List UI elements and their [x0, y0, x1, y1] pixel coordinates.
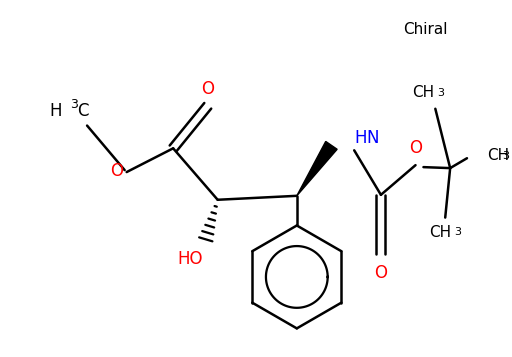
Text: CH: CH [487, 148, 509, 163]
Text: CH: CH [412, 85, 435, 100]
Text: O: O [374, 264, 388, 282]
Text: H: H [50, 102, 62, 120]
Text: 3: 3 [70, 98, 78, 111]
Text: 3: 3 [454, 227, 461, 237]
Text: CH: CH [429, 225, 452, 240]
Text: O: O [110, 162, 123, 180]
Text: O: O [409, 139, 422, 157]
Text: 3: 3 [437, 88, 444, 98]
Text: N: N [366, 130, 378, 147]
Text: HO: HO [177, 250, 203, 268]
Text: C: C [77, 102, 89, 120]
Polygon shape [297, 141, 337, 196]
Text: Chiral: Chiral [403, 22, 447, 37]
Text: 3: 3 [503, 151, 509, 161]
Text: O: O [201, 80, 214, 98]
Text: H: H [354, 130, 367, 147]
